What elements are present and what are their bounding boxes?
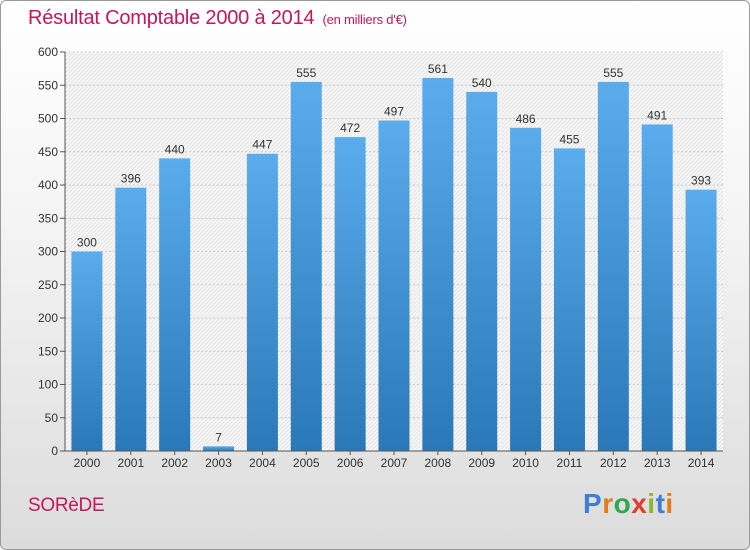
bar-2014 [685,189,717,451]
value-label-2002: 440 [165,142,185,156]
y-tick-label: 350 [38,211,58,225]
x-tick-label-2012: 2012 [600,456,627,470]
bar-2003 [203,446,235,451]
x-tick-label-2009: 2009 [468,456,495,470]
x-tick-label-2007: 2007 [381,456,408,470]
value-label-2010: 486 [516,112,536,126]
x-tick-label-2002: 2002 [161,456,188,470]
y-tick-label: 0 [51,444,58,458]
y-tick-label: 300 [38,245,58,259]
y-tick-label: 450 [38,145,58,159]
logo-letter: i [647,488,656,519]
value-label-2011: 455 [559,132,579,146]
commune-name: SORèDE [28,495,105,516]
value-label-2014: 393 [691,174,711,188]
value-label-2008: 561 [428,62,448,76]
y-tick-label: 550 [38,78,58,92]
x-tick-label-2008: 2008 [425,456,452,470]
bar-2012 [597,81,629,452]
bar-2006 [334,137,366,451]
bar-2008 [422,77,454,451]
y-tick-label: 600 [38,45,58,59]
value-label-2009: 540 [472,76,492,90]
x-tick-label-2010: 2010 [512,456,539,470]
chart-subtitle: (en milliers d'€) [322,12,407,27]
x-tick-label-2011: 2011 [557,456,583,470]
logo-letter: t [655,488,666,519]
x-tick-label-2003: 2003 [205,456,232,470]
value-label-2012: 555 [603,66,623,80]
value-labels: 300 396 440 7 447 555 472 497 561 540 486 455 555 491… [77,62,711,444]
logo-letter: x [631,488,648,519]
bar-2005 [290,81,322,452]
value-label-2013: 491 [647,108,667,122]
y-tick-label: 50 [45,411,59,425]
bar-2002 [159,158,191,451]
bar-2011 [553,148,585,452]
logo-letter: r [602,488,614,519]
y-tick-label: 200 [38,311,58,325]
logo-letter: P [583,488,603,519]
bar-2000 [71,251,103,451]
value-label-2005: 555 [296,66,316,80]
logo-letter: i [665,488,674,519]
chart-title-text: Résultat Comptable 2000 à 2014 [28,7,315,29]
value-label-2000: 300 [77,236,97,250]
x-tick-label-2006: 2006 [337,456,364,470]
chart-title: Résultat Comptable 2000 à 2014 (en millie… [28,7,407,30]
x-tick-label-2004: 2004 [249,456,276,470]
y-tick-label: 500 [38,112,58,126]
value-label-2004: 447 [252,138,272,152]
value-label-2007: 497 [384,104,404,118]
proxiti-logo: Proxiti [583,488,674,520]
bars [71,77,717,452]
x-tick-label-2013: 2013 [644,456,671,470]
y-tick-label: 250 [38,278,58,292]
bar-2004 [246,153,278,451]
axes: 0 50 100 150 200 250 300 350 400 450 500 550 600 2000… [38,45,723,470]
bar-2007 [378,120,410,452]
value-label-2003: 7 [215,430,222,444]
value-label-2006: 472 [340,121,360,135]
bar-2013 [641,124,673,452]
y-tick-label: 100 [38,378,58,392]
x-tick-label-2000: 2000 [74,456,101,470]
x-tick-label-2005: 2005 [293,456,320,470]
y-tick-label: 400 [38,178,58,192]
x-tick-label-2014: 2014 [688,456,715,470]
value-label-2001: 396 [121,172,141,186]
y-tick-label: 150 [38,344,58,358]
x-tick-label-2001: 2001 [117,456,144,470]
bar-2009 [466,91,498,452]
bar-2001 [115,187,147,451]
bar-2010 [510,127,542,451]
logo-letter: o [613,488,632,519]
